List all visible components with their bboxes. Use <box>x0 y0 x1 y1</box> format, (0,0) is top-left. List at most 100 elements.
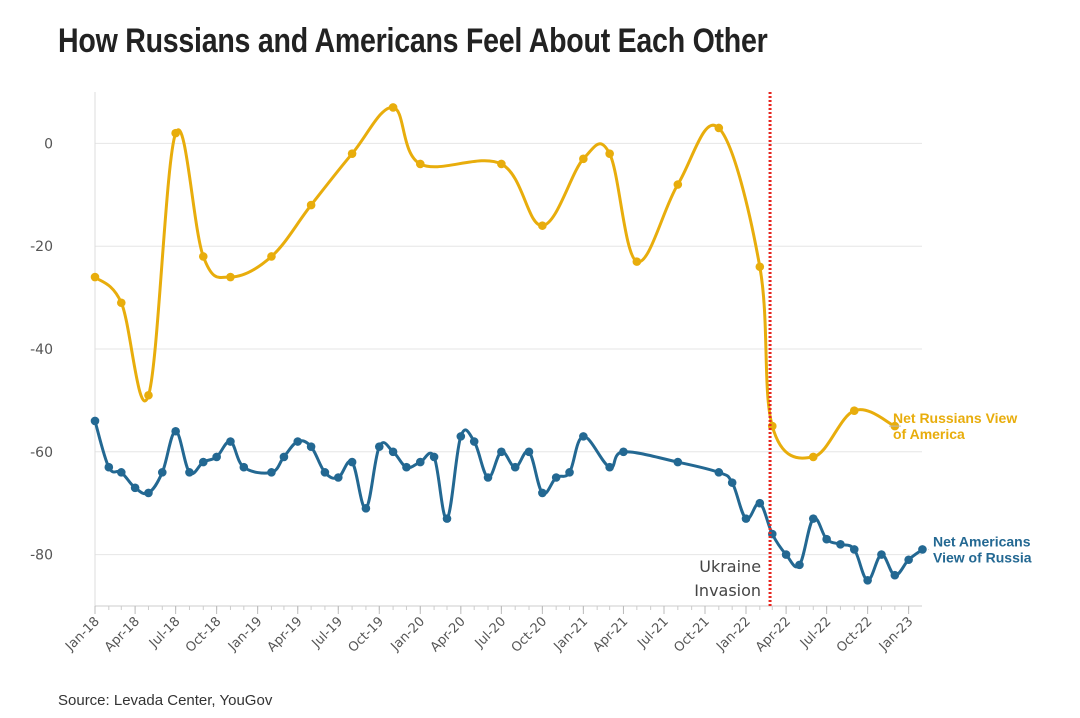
data-point-americans-view-of-russia <box>279 452 289 462</box>
invasion-annotation: Ukraine Invasion <box>694 92 772 606</box>
data-point-americans-view-of-russia <box>333 473 343 482</box>
data-point-americans-view-of-russia <box>198 457 208 467</box>
data-point-americans-view-of-russia <box>877 550 886 559</box>
y-tick-label: -20 <box>30 239 53 255</box>
data-point-americans-view-of-russia <box>402 462 411 472</box>
data-point-americans-view-of-russia <box>524 447 534 457</box>
data-point-americans-view-of-russia <box>551 473 561 482</box>
source-note: Source: Levada Center, YouGov <box>58 692 273 709</box>
series-line-russians-view-of-america <box>93 105 897 460</box>
x-tick-label: Oct-20 <box>509 614 551 656</box>
x-tick-label: Jan-22 <box>713 614 754 655</box>
data-point-russians-view-of-america <box>347 149 357 158</box>
data-point-americans-view-of-russia <box>483 473 493 482</box>
data-point-americans-view-of-russia <box>673 457 683 467</box>
data-point-americans-view-of-russia <box>429 452 439 462</box>
x-tick-label: Oct-21 <box>671 614 713 656</box>
data-point-americans-view-of-russia <box>415 457 425 467</box>
data-point-russians-view-of-america <box>755 262 765 272</box>
series-lines <box>90 103 927 585</box>
x-tick-label: Jan-21 <box>551 614 592 655</box>
data-point-russians-view-of-america <box>605 149 614 158</box>
x-tick-label: Jan-20 <box>388 614 429 655</box>
data-point-russians-view-of-america <box>388 103 398 112</box>
data-point-americans-view-of-russia <box>904 555 913 565</box>
data-point-americans-view-of-russia <box>374 442 384 451</box>
x-tick-label: Apr-22 <box>753 614 794 655</box>
data-point-americans-view-of-russia <box>605 462 614 472</box>
data-point-russians-view-of-america <box>226 272 235 282</box>
data-point-americans-view-of-russia <box>320 468 330 477</box>
data-point-americans-view-of-russia <box>104 462 114 472</box>
data-point-americans-view-of-russia <box>90 416 100 426</box>
grid-lines <box>95 142 922 556</box>
data-point-russians-view-of-america <box>673 180 683 189</box>
x-tick-label: Jul-18 <box>146 614 183 651</box>
data-point-americans-view-of-russia <box>212 452 221 462</box>
series-label-line1: Net Russians View <box>893 410 1017 426</box>
x-tick-label: Jul-21 <box>634 614 671 651</box>
series-label-line2: View of Russia <box>933 549 1032 565</box>
x-tick-label: Apr-21 <box>590 614 631 655</box>
data-point-russians-view-of-america <box>497 159 506 169</box>
data-point-russians-view-of-america <box>808 452 818 462</box>
data-point-americans-view-of-russia <box>442 514 452 523</box>
data-point-americans-view-of-russia <box>863 576 872 585</box>
data-point-americans-view-of-russia <box>361 504 371 513</box>
series-line-americans-view-of-russia <box>93 419 924 582</box>
data-point-americans-view-of-russia <box>808 514 818 523</box>
data-point-americans-view-of-russia <box>538 488 547 498</box>
data-point-russians-view-of-america <box>171 128 180 138</box>
invasion-label-line1: Ukraine <box>699 557 761 576</box>
data-point-russians-view-of-america <box>849 406 859 415</box>
x-tick-label: Jul-19 <box>309 614 346 651</box>
invasion-label-line2: Invasion <box>694 581 761 600</box>
data-point-americans-view-of-russia <box>157 468 167 477</box>
y-axis-ticks: 0 -20 -40 -60 -80 <box>30 136 53 563</box>
y-tick-label: 0 <box>44 136 53 152</box>
chart-title: How Russians and Americans Feel About Ea… <box>58 22 768 60</box>
x-tick-label: Apr-20 <box>428 614 469 655</box>
data-point-americans-view-of-russia <box>781 550 791 559</box>
x-tick-label: Jul-22 <box>797 614 834 651</box>
data-point-americans-view-of-russia <box>619 447 628 457</box>
data-point-americans-view-of-russia <box>144 488 153 498</box>
data-point-americans-view-of-russia <box>388 447 398 457</box>
data-point-americans-view-of-russia <box>171 426 180 436</box>
data-point-americans-view-of-russia <box>510 462 520 472</box>
data-point-americans-view-of-russia <box>849 545 859 554</box>
series-label-line2: of America <box>893 426 965 442</box>
data-point-americans-view-of-russia <box>579 432 588 441</box>
data-point-russians-view-of-america <box>714 123 724 133</box>
data-point-americans-view-of-russia <box>267 468 276 477</box>
data-point-russians-view-of-america <box>90 272 100 282</box>
data-point-russians-view-of-america <box>116 298 126 308</box>
x-tick-label: Oct-22 <box>834 614 876 656</box>
data-point-americans-view-of-russia <box>565 468 574 477</box>
data-point-americans-view-of-russia <box>239 462 249 472</box>
data-point-americans-view-of-russia <box>347 457 357 467</box>
data-point-americans-view-of-russia <box>890 570 900 580</box>
data-point-americans-view-of-russia <box>226 437 235 446</box>
data-point-americans-view-of-russia <box>497 447 506 457</box>
data-point-americans-view-of-russia <box>469 437 479 446</box>
data-point-russians-view-of-america <box>579 154 588 164</box>
data-point-russians-view-of-america <box>415 159 425 169</box>
data-point-americans-view-of-russia <box>741 514 751 523</box>
data-point-americans-view-of-russia <box>755 498 765 508</box>
data-point-americans-view-of-russia <box>456 432 466 441</box>
data-point-russians-view-of-america <box>538 221 547 230</box>
x-tick-label: Apr-19 <box>265 614 306 655</box>
data-point-americans-view-of-russia <box>714 468 724 477</box>
data-point-americans-view-of-russia <box>293 437 303 446</box>
x-tick-label: Jan-23 <box>876 614 917 655</box>
x-tick-label: Oct-19 <box>346 614 388 656</box>
data-point-americans-view-of-russia <box>116 468 126 477</box>
x-tick-label: Oct-18 <box>183 614 225 656</box>
data-point-americans-view-of-russia <box>185 468 194 477</box>
data-point-russians-view-of-america <box>267 252 276 261</box>
series-label-line1: Net Americans <box>933 533 1031 549</box>
data-point-americans-view-of-russia <box>836 540 845 549</box>
